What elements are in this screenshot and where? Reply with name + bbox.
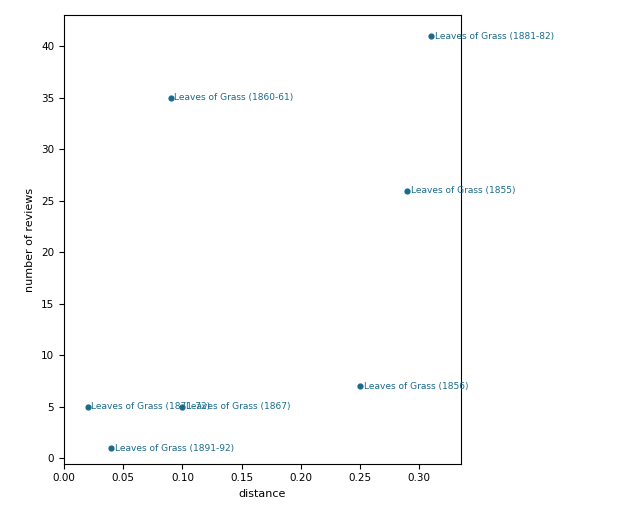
Point <box>166 94 176 102</box>
Point <box>177 403 188 411</box>
Text: Leaves of Grass (1860-61): Leaves of Grass (1860-61) <box>174 93 293 102</box>
Text: Leaves of Grass (1855): Leaves of Grass (1855) <box>411 186 516 195</box>
Text: Leaves of Grass (1867): Leaves of Grass (1867) <box>186 402 291 411</box>
Point <box>106 444 116 452</box>
X-axis label: distance: distance <box>239 489 286 499</box>
Point <box>403 186 413 195</box>
Point <box>83 403 93 411</box>
Y-axis label: number of reviews: number of reviews <box>26 187 35 291</box>
Text: Leaves of Grass (1891-92): Leaves of Grass (1891-92) <box>115 443 234 453</box>
Text: Leaves of Grass (1881-82): Leaves of Grass (1881-82) <box>435 31 554 41</box>
Text: Leaves of Grass (1856): Leaves of Grass (1856) <box>364 382 468 391</box>
Point <box>426 32 436 40</box>
Text: Leaves of Grass (1871-72): Leaves of Grass (1871-72) <box>92 402 211 411</box>
Point <box>355 382 365 390</box>
